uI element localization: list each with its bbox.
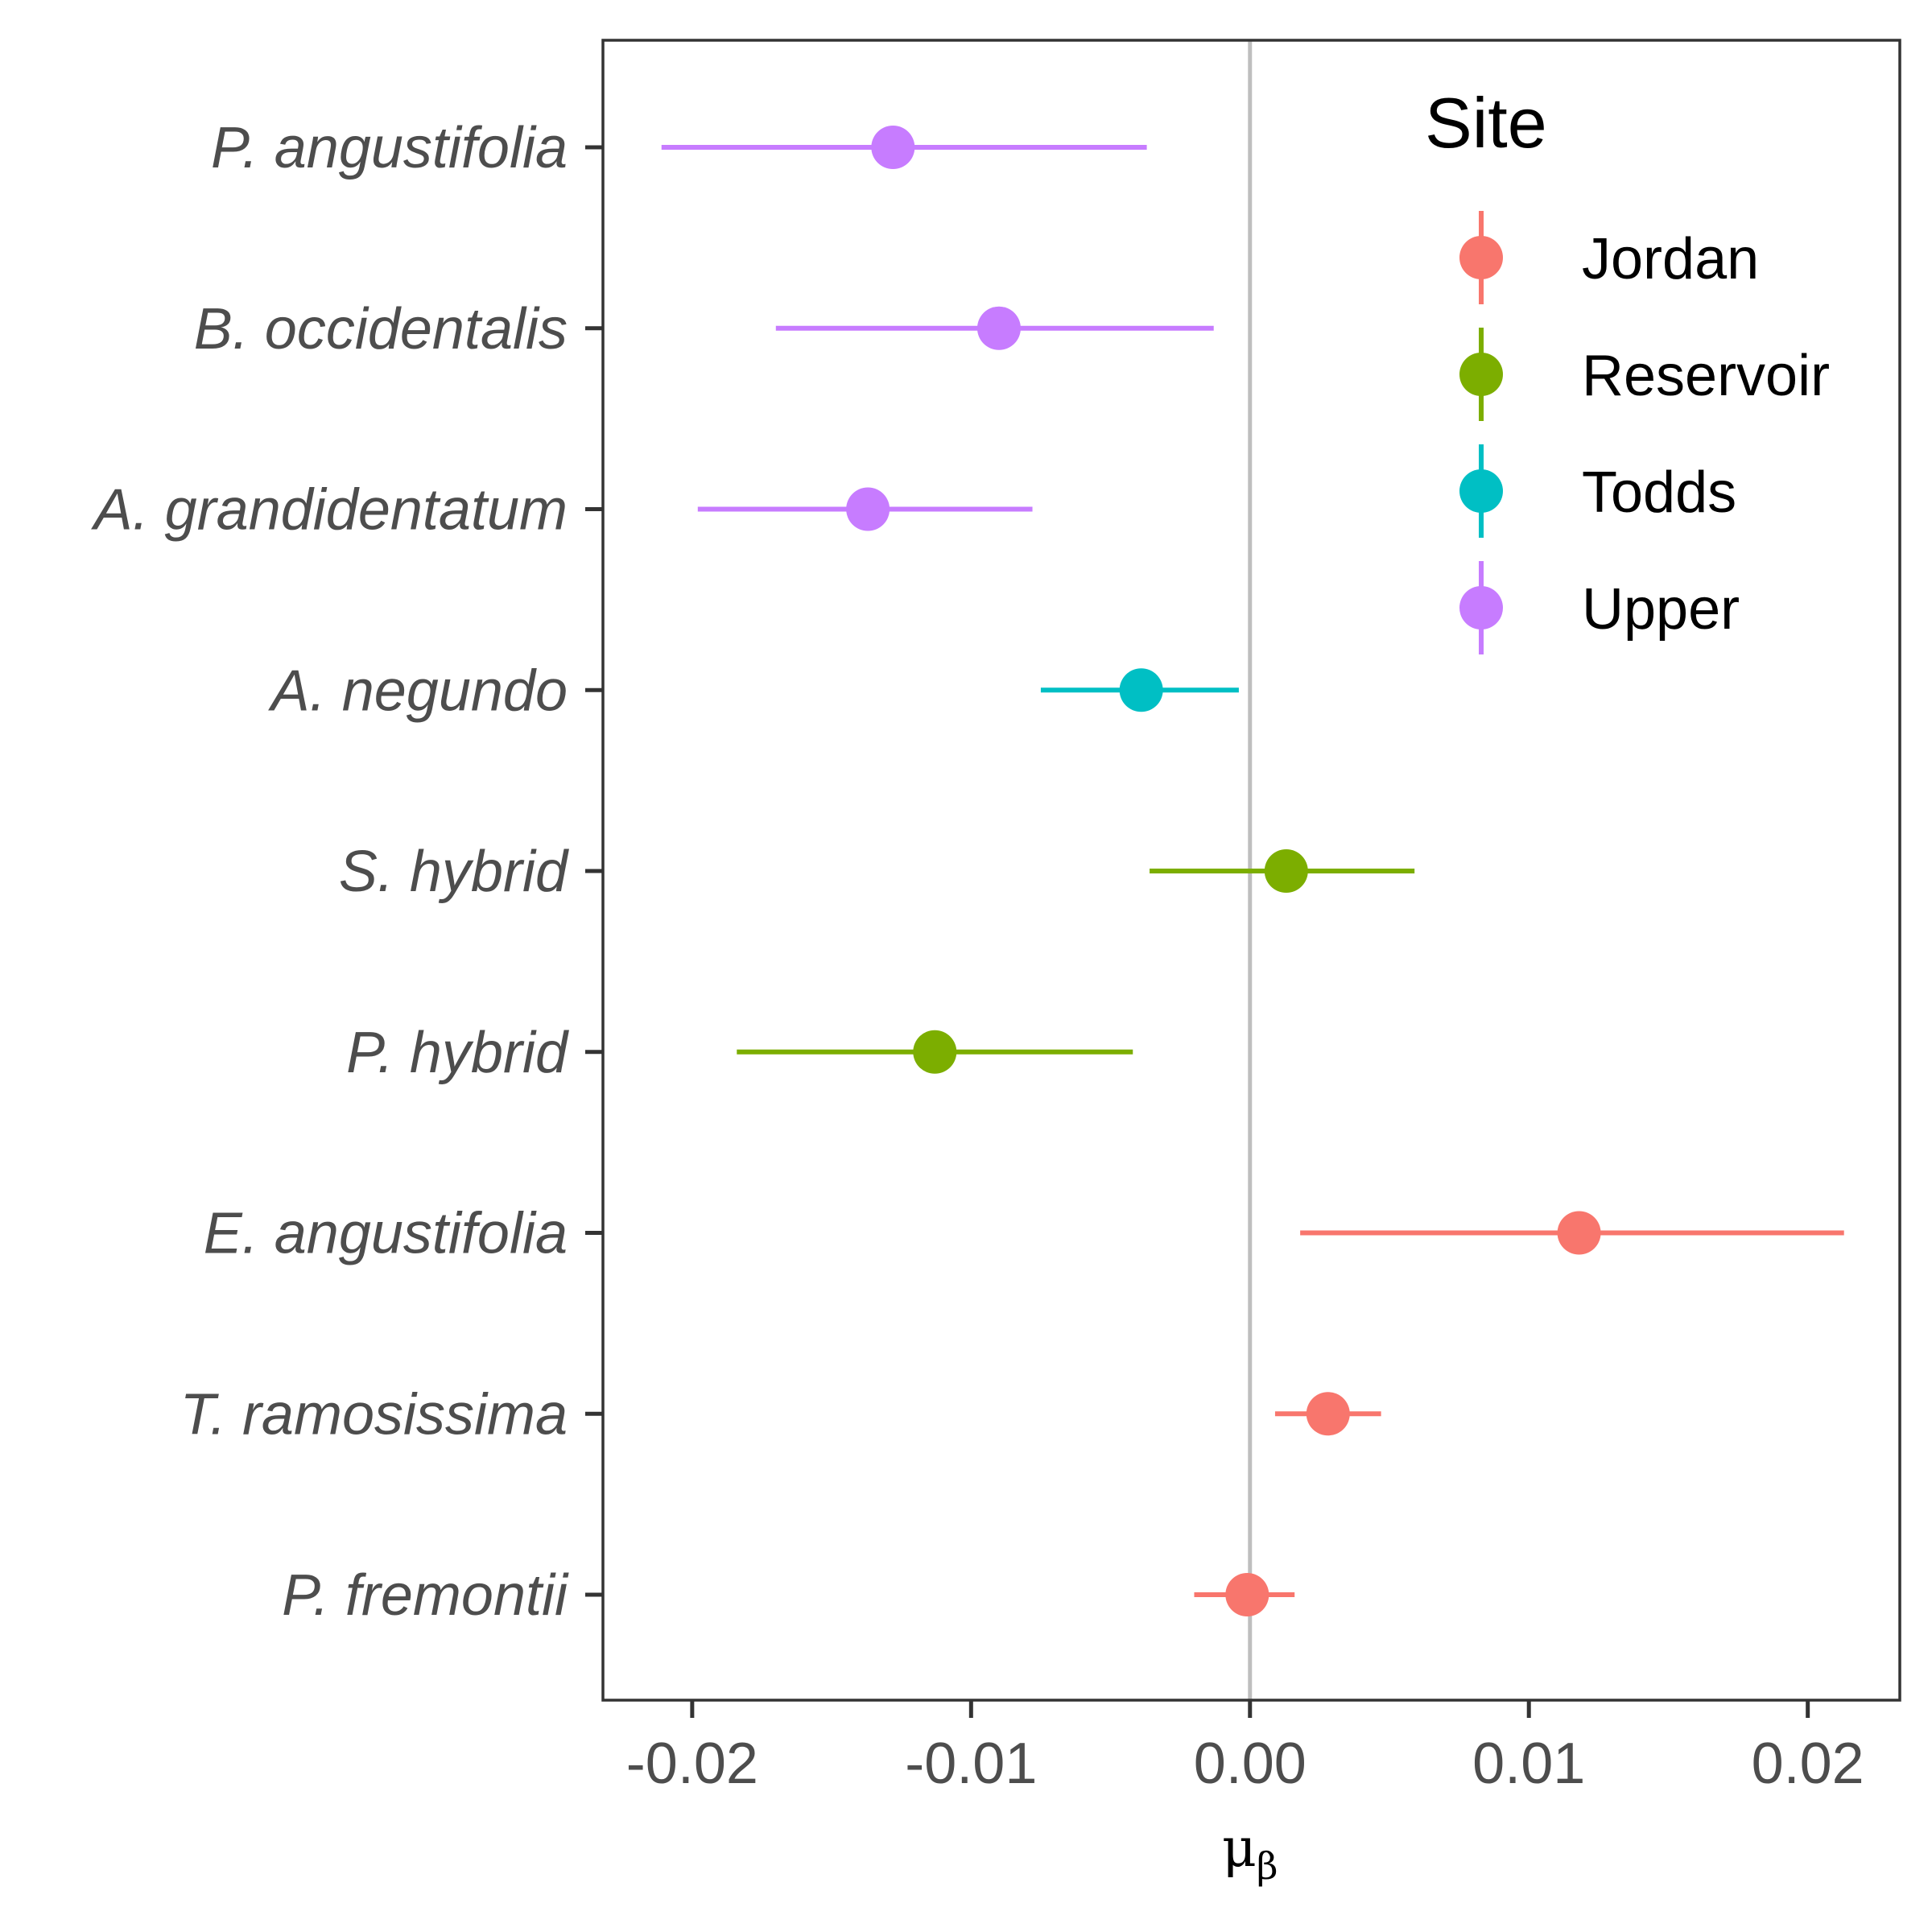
point-1 <box>976 306 1021 350</box>
y-tick-label-2: A. grandidentatum <box>91 478 568 543</box>
point-0 <box>871 126 915 169</box>
points-layer <box>846 126 1601 1616</box>
legend-key-point-3 <box>1459 586 1503 630</box>
point-3 <box>1119 668 1163 712</box>
point-4 <box>1264 849 1308 893</box>
legend-label-1: Reservoir <box>1582 344 1830 408</box>
y-tick-label-0: P. angustifolia <box>211 116 568 180</box>
x-tick-label-1: -0.01 <box>905 1732 1037 1796</box>
legend-label-0: Jordan <box>1582 227 1759 291</box>
y-tick-label-6: E. angustifolia <box>204 1202 568 1266</box>
x-tick-label-3: 0.01 <box>1472 1732 1585 1796</box>
x-axis-title-subscript: β <box>1257 1844 1278 1888</box>
x-axis-title-main: μ <box>1222 1817 1257 1879</box>
point-8 <box>1225 1573 1269 1616</box>
point-6 <box>1557 1211 1601 1255</box>
legend-key-point-0 <box>1459 236 1503 279</box>
x-axis-title: μβ <box>1222 1817 1278 1888</box>
x-tick-label-2: 0.00 <box>1194 1732 1307 1796</box>
point-5 <box>913 1030 957 1074</box>
y-axis: P. angustifolia B. occidentalis A. grandid… <box>91 116 603 1628</box>
y-tick-label-7: T. ramosissima <box>180 1382 568 1447</box>
x-tick-label-4: 0.02 <box>1752 1732 1864 1796</box>
point-7 <box>1306 1392 1350 1436</box>
point-2 <box>846 487 890 531</box>
y-tick-label-4: S. hybrid <box>339 840 569 904</box>
y-tick-label-3: A. negundo <box>268 658 568 723</box>
y-tick-label-8: P. fremontii <box>282 1563 569 1628</box>
y-tick-label-5: P. hybrid <box>346 1021 569 1085</box>
legend-key-point-2 <box>1459 469 1503 513</box>
legend-key-point-1 <box>1459 353 1503 396</box>
y-tick-label-1: B. occidentalis <box>194 297 568 361</box>
legend: Site Jordan Reservoir Todds Upper <box>1382 40 1900 700</box>
x-tick-label-0: -0.02 <box>626 1732 758 1796</box>
legend-label-2: Todds <box>1582 460 1736 525</box>
legend-label-3: Upper <box>1582 577 1740 642</box>
legend-title: Site <box>1425 83 1547 163</box>
x-axis: -0.02 -0.01 0.00 0.01 0.02 <box>626 1700 1864 1796</box>
